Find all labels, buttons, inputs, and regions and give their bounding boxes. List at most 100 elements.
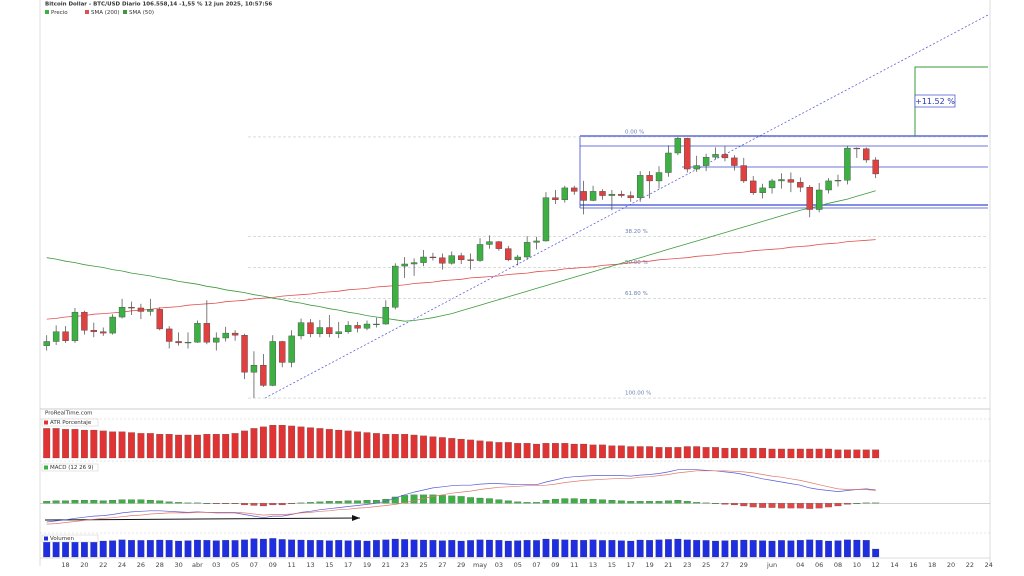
candle-body [834,180,842,182]
histogram-bar [778,503,785,509]
candle-body [373,323,380,326]
bar [43,428,51,459]
bar [316,540,324,558]
candle-body [90,330,98,332]
bar [194,539,201,558]
bar [655,447,663,459]
panel-label-box [41,463,99,472]
x-tick-label: 08 [834,561,842,569]
bar [137,433,145,459]
bar [815,540,823,558]
candle-body [815,189,823,210]
measure-label: +11.52 % [915,97,955,106]
bar [429,436,437,459]
candle-body [542,197,550,242]
bar [825,448,832,459]
bar [99,430,107,459]
histogram-bar [203,503,211,504]
bar [297,539,305,558]
bar [778,540,785,558]
histogram-bar [278,503,286,506]
candle-body [297,322,305,337]
bar [815,448,823,459]
candle-body [288,335,295,363]
bar [467,540,475,558]
bar [288,425,296,459]
bar [410,434,418,459]
bar [844,449,851,459]
bar [297,426,305,459]
chart-title: Bitcoin Dollar - BTC/USD Diario 106.558,… [45,2,272,8]
bar [184,540,192,558]
bar [862,449,870,459]
bar [523,443,531,459]
x-tick-label: 24 [985,561,993,569]
bar [156,539,164,558]
x-tick-label: 16 [909,561,917,569]
bar [834,449,842,459]
bar [533,443,540,459]
x-tick-label: 22 [966,561,974,569]
bar [259,426,267,459]
bar [43,539,51,558]
x-tick-label: 09 [551,561,559,569]
candle-body [712,154,719,158]
candle-body [853,147,861,150]
candle-body [721,154,729,159]
x-tick-label: 03 [495,561,503,569]
histogram-bar [43,501,51,504]
bar [561,443,569,459]
bar [570,539,578,558]
candle-body [118,307,126,318]
bar [580,443,588,459]
bar [363,540,371,558]
x-tick-label: 05 [514,561,522,569]
bar [269,538,277,558]
candle-body [156,309,163,330]
bar [203,434,211,459]
x-tick-label: 11 [287,561,295,569]
bar [514,443,522,459]
histogram-bar [222,503,230,504]
bar [429,540,437,558]
panel-label: MACD (12 26 9) [50,465,94,471]
candle-body [674,138,682,154]
histogram-bar [288,503,296,504]
candle-body [269,341,276,386]
bar [128,540,135,558]
bar [834,540,842,558]
histogram-bar [523,502,531,504]
bar [175,434,182,459]
bar [71,540,79,558]
histogram-bar [118,499,126,504]
x-tick-label: 23 [683,561,691,569]
bar [250,428,258,459]
bar [730,540,738,558]
histogram-bar [241,503,248,506]
histogram-bar [486,498,493,504]
panel-label-box [41,418,99,427]
fib-label: 38.20 % [625,229,648,235]
bar [806,539,814,558]
bar [476,440,484,459]
histogram-bar [457,496,465,504]
candle-body [279,341,286,363]
histogram-bar [495,499,503,504]
histogram-bar [363,500,371,504]
x-tick-label: 23 [401,561,409,569]
candle-body [693,165,700,170]
histogram-bar [325,501,333,504]
bar [325,540,333,558]
candle-body [571,187,578,192]
bar [712,540,719,558]
bar [438,437,446,459]
bar [137,540,145,558]
histogram-bar [834,503,842,507]
candle-body [307,322,314,334]
x-tick-label: 22 [99,561,107,569]
candle-body [326,327,333,334]
histogram-bar [212,503,220,504]
candle-body [618,193,625,196]
bar [617,445,625,459]
